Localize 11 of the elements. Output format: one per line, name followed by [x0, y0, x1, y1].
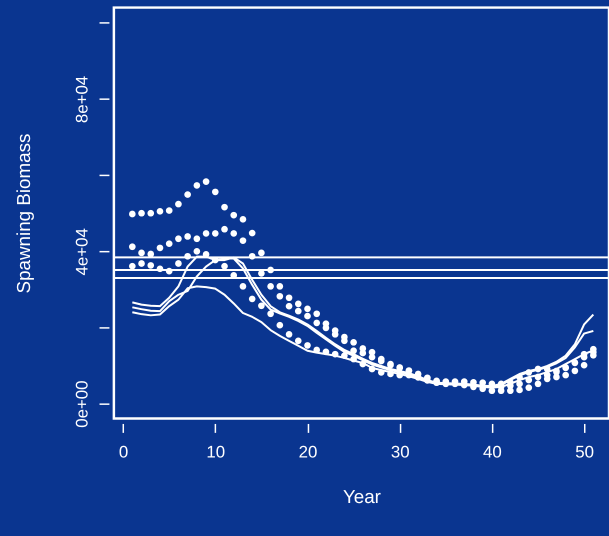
y-tick-label: 0e+00	[72, 380, 92, 428]
y-tick-label: 4e+04	[72, 228, 92, 276]
y-axis-title: Spawning Biomass	[13, 134, 34, 294]
x-tick-label: 40	[483, 442, 502, 462]
x-axis-title: Year	[342, 486, 381, 508]
x-tick-label: 0	[118, 442, 128, 462]
x-tick-label: 10	[206, 442, 226, 462]
x-tick-label: 20	[298, 442, 318, 462]
x-tick-label: 30	[390, 442, 410, 462]
y-tick-label: 8e+04	[72, 76, 92, 124]
x-tick-label: 50	[575, 442, 594, 462]
